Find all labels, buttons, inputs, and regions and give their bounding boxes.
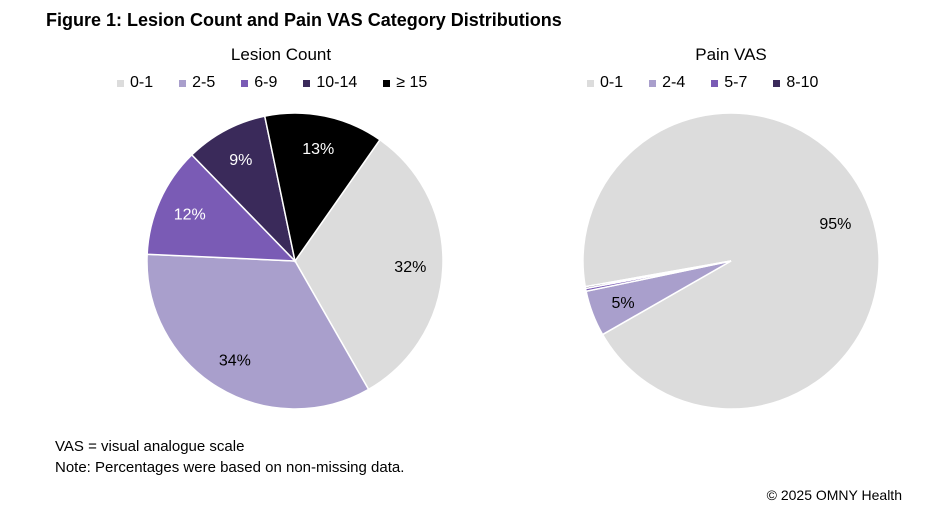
pie-slice-8-10 [584,260,732,290]
legend-item-15: ≥ 15 [383,74,427,92]
legend-swatch [117,79,124,87]
lesion-pie-chart: 32% 34% 12% 9% 13% [146,112,444,410]
legend-label: 0-1 [130,74,154,91]
legend-swatch [773,79,781,87]
pain-vas-pie-chart: 95% 5% [582,112,880,410]
legend-swatch [587,79,594,87]
pie-data-label: 34% [219,353,251,370]
legend-label: 8-10 [786,74,819,91]
pie-data-label: 9% [229,152,252,169]
pie-data-label: 13% [302,141,334,158]
pie-slice-6-9 [146,153,297,262]
legend-swatch [303,79,311,87]
lesion-legend: 0-1 2-5 6-9 10-14 ≥ 15 [117,74,427,92]
lesion-chart-title: Lesion Count [230,45,332,64]
legend-item-6-9: 6-9 [241,74,277,92]
pie-slice-2-5 [146,253,370,410]
pie-data-label: 32% [394,259,426,276]
legend-label: 10-14 [316,74,358,91]
legend-item-5-7: 5-7 [711,74,747,92]
legend-item-2-4: 2-4 [649,74,685,92]
legend-swatch [179,79,187,87]
legend-item-0-1: 0-1 [587,74,623,92]
legend-label: 0-1 [600,74,624,91]
notes: VAS = visual analogue scale Note: Percen… [55,436,404,478]
pie-slice-0-1 [294,138,444,391]
pie-data-label: 95% [819,216,851,233]
figure-title: Figure 1: Lesion Count and Pain VAS Cate… [46,10,562,30]
legend-swatch [383,79,391,87]
legend-item-0-1: 0-1 [117,74,153,92]
pie-slice-10-14 [190,115,297,264]
legend-label: 2-5 [192,74,216,91]
legend-label: 5-7 [724,74,748,91]
pie-data-label: 5% [612,295,635,312]
legend-label: ≥ 15 [396,74,428,91]
note-vas-definition: VAS = visual analogue scale [55,438,245,455]
copyright: © 2025 OMNY Health [766,487,902,503]
legend-swatch [241,79,249,87]
legend-swatch [711,79,719,87]
legend-swatch [649,79,657,87]
pain-vas-chart-title: Pain VAS [695,45,767,64]
pain-vas-legend: 0-1 2-4 5-7 8-10 [587,74,818,92]
legend-item-8-10: 8-10 [773,74,818,92]
note-percentages: Note: Percentages were based on non-miss… [55,459,405,476]
pie-slice-15 [263,112,381,263]
legend-item-2-5: 2-5 [179,74,215,92]
pie-data-label: 12% [174,207,206,224]
legend-label: 2-4 [662,74,686,91]
legend-item-10-14: 10-14 [303,74,357,92]
legend-label: 6-9 [254,74,278,91]
